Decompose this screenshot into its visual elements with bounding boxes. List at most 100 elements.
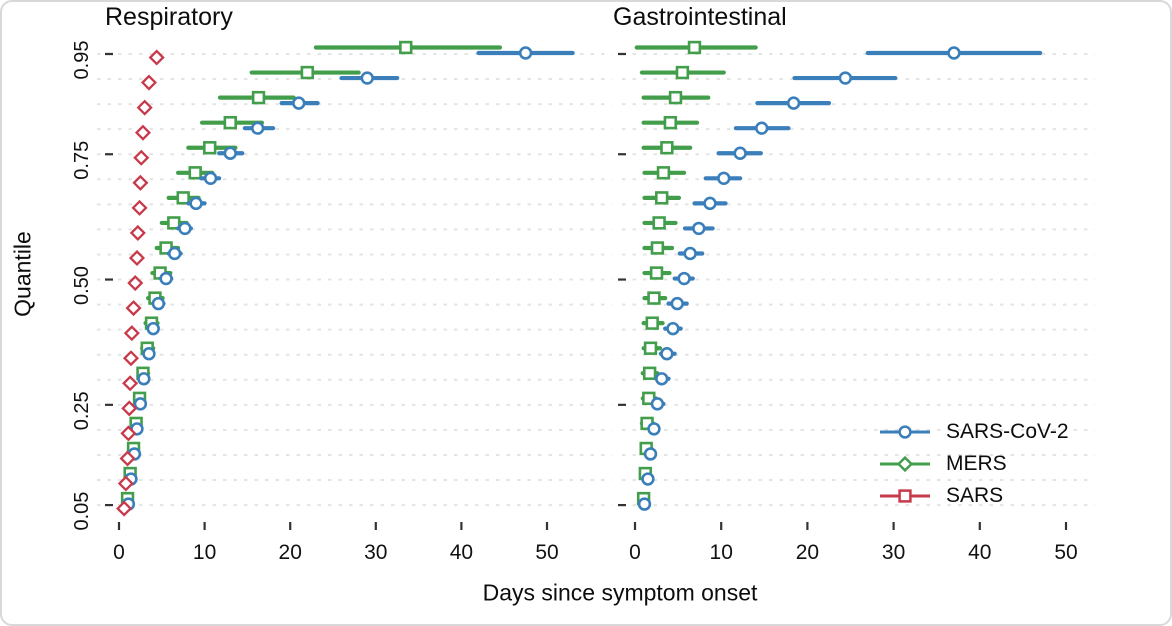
data-point-circle <box>655 372 669 386</box>
data-point-square <box>642 366 657 380</box>
x-tick-label: 20 <box>279 541 302 564</box>
data-point-circle <box>703 196 717 211</box>
panel-title-respiratory: Respiratory <box>105 3 233 31</box>
legend-label-mers: MERS <box>946 452 1007 475</box>
legend-marker-square-icon <box>898 489 912 503</box>
data-point-circle <box>755 121 769 135</box>
data-point-circle <box>250 121 265 135</box>
data-point-circle <box>683 246 697 261</box>
data-point-square <box>176 191 190 205</box>
data-point-circle <box>786 96 801 110</box>
y-tick-label: 0.50 <box>71 266 93 305</box>
data-point-diamond <box>134 124 151 141</box>
y-axis-label: Quantile <box>9 231 36 317</box>
data-point-circle <box>167 246 182 261</box>
data-point-circle <box>137 372 151 386</box>
data-point-circle <box>146 321 160 336</box>
data-point-square <box>650 241 665 255</box>
data-point-circle <box>717 171 731 186</box>
data-point-diamond <box>122 350 140 367</box>
x-tick-label: 0 <box>113 541 125 564</box>
x-tick-label: 50 <box>535 541 558 564</box>
data-point-square <box>649 266 664 280</box>
data-point-square <box>645 316 659 330</box>
data-point-square <box>675 65 690 80</box>
data-point-circle <box>178 221 192 236</box>
x-tick-label: 10 <box>193 541 216 564</box>
sars-legend-marker-icon <box>880 489 930 503</box>
data-point-circle <box>947 46 961 60</box>
x-tick-label: 40 <box>968 541 991 564</box>
data-point-square <box>188 166 202 180</box>
series-sars-cov-2 <box>637 46 1043 511</box>
data-point-circle <box>518 46 533 60</box>
data-point-circle <box>133 397 148 411</box>
legend-marker-circle-icon <box>898 425 912 439</box>
data-point-diamond <box>148 49 165 66</box>
legend-item-sars: SARS <box>878 480 1069 512</box>
data-point-diamond <box>119 450 136 467</box>
data-point-circle <box>677 271 691 286</box>
data-point-diamond <box>120 425 137 442</box>
data-point-circle <box>838 71 853 85</box>
data-point-diamond <box>121 400 138 417</box>
y-tick-label: 0.95 <box>71 41 93 80</box>
y-tick-label: 0.25 <box>71 391 93 430</box>
data-point-circle <box>142 347 156 361</box>
data-point-circle <box>637 497 652 511</box>
data-point-circle <box>223 146 237 160</box>
data-point-square <box>656 166 671 180</box>
data-point-diamond <box>117 475 134 492</box>
mers-legend-marker-icon <box>880 455 930 473</box>
data-point-square <box>652 216 666 230</box>
data-point-circle <box>666 321 680 336</box>
data-point-square <box>647 291 661 305</box>
x-tick-label: 0 <box>629 541 641 564</box>
x-tick-label: 40 <box>450 541 473 564</box>
data-point-diamond <box>125 300 142 317</box>
series-sars-cov-2 <box>121 46 575 511</box>
data-point-circle <box>159 271 173 286</box>
data-point-circle <box>203 171 218 186</box>
legend-label-sars: SARS <box>946 484 1004 507</box>
data-point-circle <box>360 71 374 85</box>
data-point-square <box>300 65 315 80</box>
series-sars <box>116 49 165 517</box>
data-point-square <box>203 141 217 155</box>
legend-item-sars-cov-2: SARS-CoV-2 <box>878 416 1069 448</box>
data-point-circle <box>692 221 706 236</box>
data-point-circle <box>647 422 661 436</box>
sars-cov-2-legend-marker-icon <box>880 425 930 439</box>
data-point-diamond <box>122 375 139 392</box>
data-point-diamond <box>127 275 144 292</box>
data-point-diamond <box>123 325 140 342</box>
series-mers <box>120 40 503 506</box>
legend-item-mers: MERS <box>878 448 1069 480</box>
data-point-square <box>660 141 674 155</box>
data-point-circle <box>641 472 655 486</box>
data-point-circle <box>292 96 306 110</box>
legend: SARS-CoV-2 MERS SARS <box>878 416 1069 512</box>
x-tick-label: 20 <box>796 541 819 564</box>
data-point-square <box>399 40 413 55</box>
data-point-circle <box>670 296 684 311</box>
data-point-circle <box>643 447 658 461</box>
data-point-square <box>663 115 678 130</box>
legend-marker-diamond-icon <box>896 455 914 473</box>
data-point-circle <box>151 296 166 311</box>
data-point-circle <box>189 196 203 211</box>
data-point-square <box>643 341 658 355</box>
x-tick-label: 10 <box>710 541 733 564</box>
data-point-square <box>167 216 181 230</box>
data-point-diamond <box>136 99 153 116</box>
data-point-circle <box>660 347 674 361</box>
data-point-diamond <box>128 249 146 267</box>
data-point-diamond <box>140 74 157 91</box>
data-point-circle <box>650 397 665 411</box>
data-point-square <box>223 115 237 130</box>
x-tick-label: 30 <box>364 541 387 564</box>
x-tick-label: 50 <box>1054 541 1077 564</box>
y-tick-label: 0.75 <box>71 141 93 180</box>
